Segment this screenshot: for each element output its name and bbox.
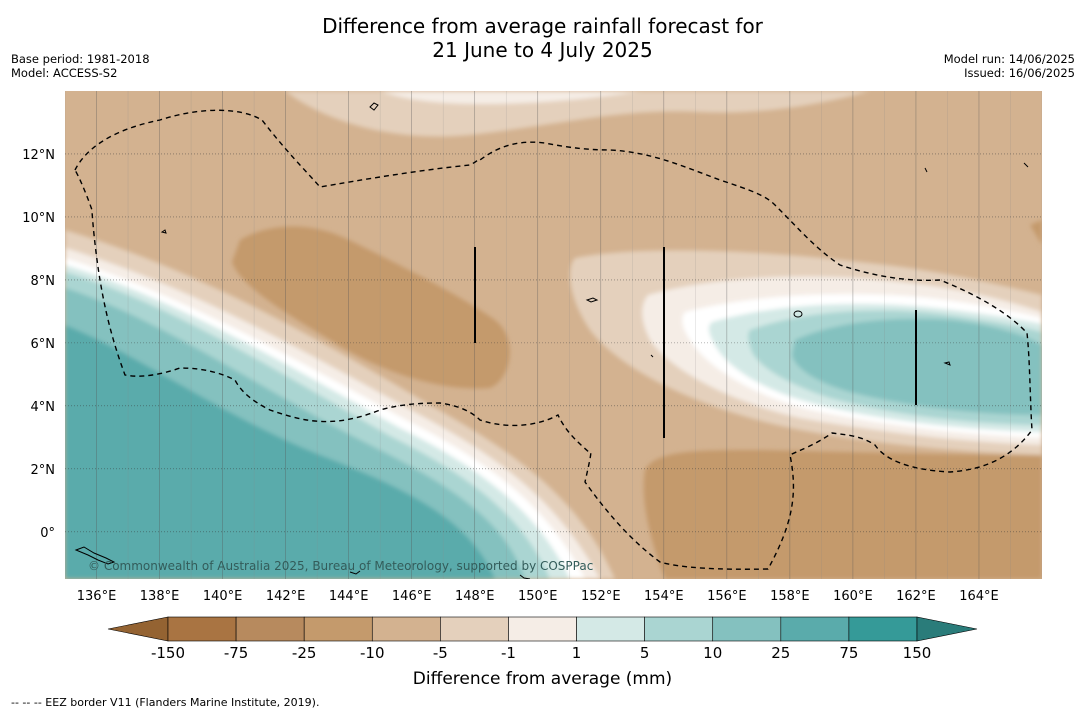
lon-tick-label: 158°E [770, 589, 810, 604]
lon-tick-label: 138°E [140, 589, 180, 604]
base-period: Base period: 1981-2018 [11, 52, 150, 66]
colorbar-tick-label: -75 [223, 644, 249, 662]
colorbar-tick-label: -10 [360, 644, 385, 662]
title-line-2: 21 June to 4 July 2025 [432, 38, 653, 62]
model-run: Model run: 14/06/2025 [943, 52, 1075, 66]
colorbar-title: Difference from average (mm) [412, 669, 673, 689]
lon-tick-label: 156°E [707, 589, 747, 604]
lon-tick-label: 148°E [455, 589, 495, 604]
colorbar-box [508, 616, 577, 642]
lat-tick-label: 0° [40, 526, 55, 541]
colorbar-box [780, 616, 850, 642]
colorbar-tick-label: 10 [703, 644, 723, 662]
colorbar-tick-label: 5 [639, 644, 650, 662]
lon-tick-label: 160°E [833, 589, 873, 604]
colorbar-box [576, 616, 645, 642]
lon-tick-label: 146°E [392, 589, 432, 604]
region-dividers [474, 247, 917, 438]
southeast-dry-region [643, 450, 1042, 579]
colorbar-box [848, 616, 918, 642]
lon-tick-label: 140°E [203, 589, 243, 604]
footnote: -- -- -- EEZ border V11 (Flanders Marine… [11, 696, 320, 709]
rainfall-field: © Commonwealth of Australia 2025, Bureau… [65, 91, 1042, 579]
colorbar [107, 616, 978, 642]
lon-tick-label: 150°E [518, 589, 558, 604]
colorbar-box [440, 616, 509, 642]
lon-tick-labels: 136°E 138°E 140°E 142°E 144°E 146°E 148°E 150°E… [77, 589, 999, 604]
copyright-text: © Commonwealth of Australia 2025, Bureau… [88, 559, 593, 573]
lat-tick-label: 2°N [31, 463, 56, 478]
map-title: Difference from average rainfall forecas… [0, 14, 1085, 62]
ne-corner [1030, 220, 1042, 245]
colorbar-tick-label: 25 [771, 644, 791, 662]
islands [74, 102, 1029, 579]
colorbar-tick-label: -150 [150, 644, 186, 662]
lon-tick-label: 164°E [959, 589, 999, 604]
colorbar-box [235, 616, 305, 642]
colorbar-extend-low [107, 616, 169, 642]
lat-tick-label: 4°N [31, 400, 56, 415]
colorbar-tick-label: -25 [291, 644, 317, 662]
lon-tick-label: 152°E [581, 589, 621, 604]
north-light-band [285, 91, 870, 137]
lat-tick-labels: 12°N 10°N 8°N 6°N 4°N 2°N 0° [22, 148, 55, 541]
lat-tick-label: 10°N [22, 211, 55, 226]
meta-left: Base period: 1981-2018 Model: ACCESS-S2 [11, 52, 150, 80]
sw-wet-75 [65, 325, 495, 579]
colorbar-extend-high [916, 616, 978, 642]
model-name: Model: ACCESS-S2 [11, 66, 118, 80]
north-pale-band [380, 91, 640, 104]
lon-tick-label: 154°E [644, 589, 684, 604]
colorbar-box [303, 616, 373, 642]
colorbar-box [644, 616, 714, 642]
meta-right: Model run: 14/06/2025 Issued: 16/06/2025 [944, 52, 1075, 80]
lat-tick-label: 12°N [22, 148, 55, 163]
colorbar-tick-label: -1 [500, 644, 516, 662]
colorbar-box [371, 616, 441, 642]
lon-tick-label: 144°E [329, 589, 369, 604]
title-line-1: Difference from average rainfall forecas… [322, 14, 763, 38]
colorbar-box [167, 616, 237, 642]
colorbar-tick-label: -5 [432, 644, 448, 662]
colorbar-tick-label: 1 [571, 644, 582, 662]
issued-date: Issued: 16/06/2025 [964, 66, 1075, 80]
central-dry-blob [232, 226, 510, 389]
colorbar-tick-label: 75 [839, 644, 859, 662]
lon-tick-label: 142°E [266, 589, 306, 604]
gridlines [65, 91, 1042, 579]
colorbar-tick-label: 150 [902, 644, 932, 662]
lon-tick-label: 136°E [77, 589, 117, 604]
lon-tick-label: 162°E [896, 589, 936, 604]
lat-tick-label: 8°N [31, 274, 56, 289]
colorbar-box [712, 616, 782, 642]
lat-tick-label: 6°N [31, 337, 56, 352]
